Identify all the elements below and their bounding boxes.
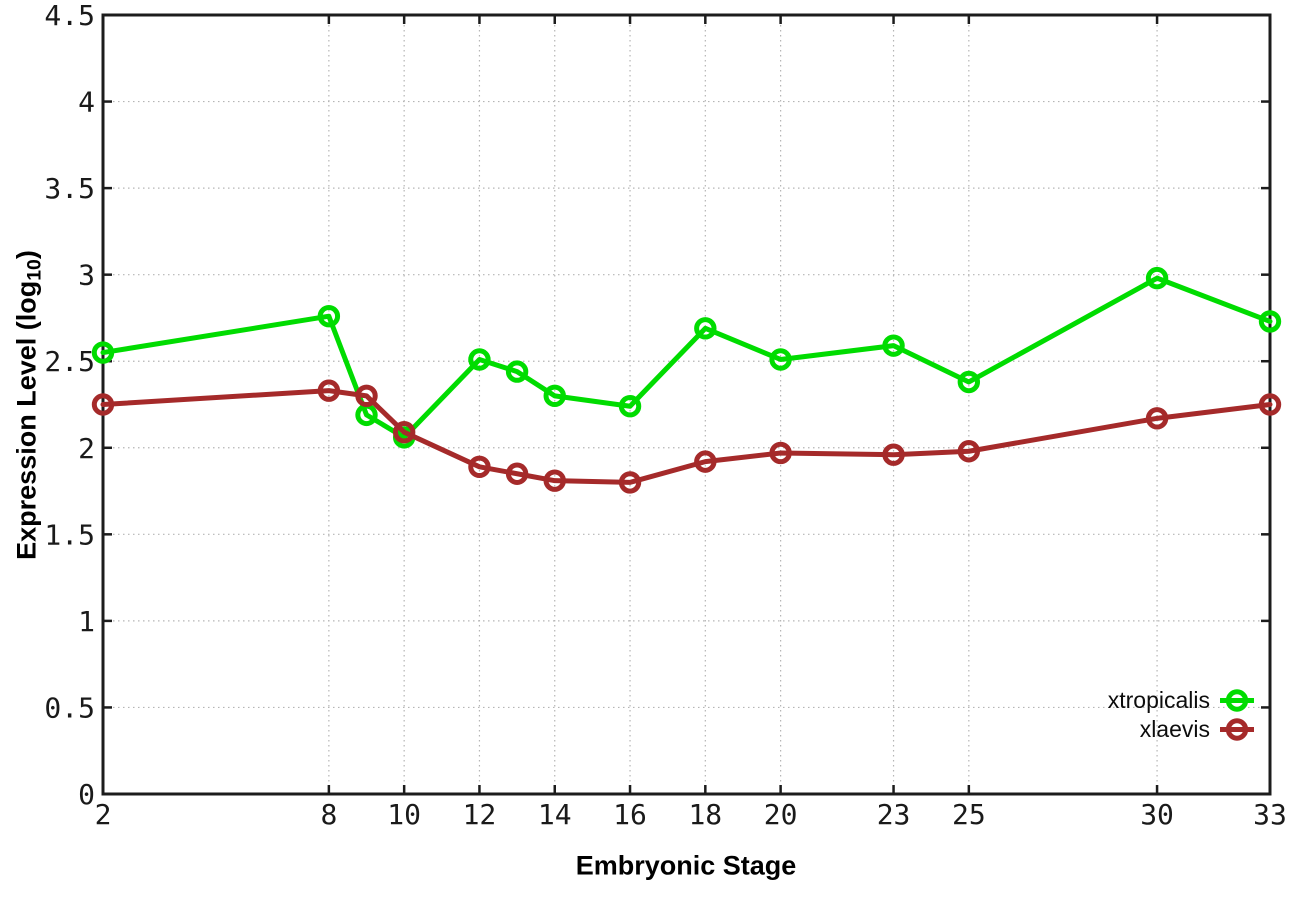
y-tick-label: 3.5 xyxy=(44,172,95,205)
x-tick-label: 33 xyxy=(1253,798,1287,831)
x-tick-label: 23 xyxy=(877,798,911,831)
data-point-xlaevis xyxy=(468,455,491,479)
y-tick-label: 0.5 xyxy=(44,691,95,724)
data-point-xtropicalis xyxy=(769,348,792,371)
data-point-xtropicalis xyxy=(505,360,529,383)
data-point-xlaevis xyxy=(1258,393,1282,416)
x-tick-label: 8 xyxy=(320,798,337,831)
data-point-xlaevis xyxy=(882,443,905,466)
series-line-xtropicalis xyxy=(100,275,1273,440)
data-point-xtropicalis xyxy=(468,348,491,371)
y-tick-label: 2.5 xyxy=(44,345,95,378)
y-tick-label: 1 xyxy=(78,605,95,638)
legend-key-xtropicalis xyxy=(1220,689,1254,712)
y-axis-title-subscript: 10 xyxy=(23,259,46,281)
data-point-xtropicalis xyxy=(1258,310,1282,333)
data-point-xtropicalis xyxy=(543,384,566,408)
data-point-xtropicalis xyxy=(1145,266,1169,290)
data-point-xlaevis xyxy=(355,384,378,408)
y-axis-title-close: ) xyxy=(11,250,42,260)
x-tick-label: 30 xyxy=(1140,798,1174,831)
data-point-xtropicalis xyxy=(91,341,115,364)
data-point-xlaevis xyxy=(543,469,566,492)
y-tick-label: 1.5 xyxy=(44,518,95,551)
data-point-xtropicalis xyxy=(694,317,717,340)
y-axis-title-text: Expression Level (log xyxy=(11,280,42,560)
x-tick-label: 10 xyxy=(387,798,421,831)
x-tick-label: 2 xyxy=(95,798,112,831)
legend-item-xlaevis: xlaevis xyxy=(1140,715,1255,744)
x-tick-label: 20 xyxy=(764,798,798,831)
x-tick-label: 25 xyxy=(952,798,986,831)
x-axis-title: Embryonic Stage xyxy=(575,850,797,881)
legend: xtropicalis xlaevis xyxy=(1108,686,1255,744)
legend-marker-icon xyxy=(1225,689,1249,712)
data-point-xtropicalis xyxy=(618,395,642,418)
data-point-xlaevis xyxy=(1145,407,1169,430)
data-point-xlaevis xyxy=(769,441,792,465)
data-point-xlaevis xyxy=(91,393,115,416)
data-point-xtropicalis xyxy=(317,305,341,328)
data-point-xlaevis xyxy=(505,462,529,485)
x-tick-label: 14 xyxy=(538,798,572,831)
series-line-xlaevis xyxy=(100,388,1273,485)
data-point-xlaevis xyxy=(957,440,981,463)
legend-marker-icon xyxy=(1225,718,1249,741)
data-point-xtropicalis xyxy=(882,334,905,357)
plot-border xyxy=(101,13,1272,796)
y-tick-label: 0 xyxy=(78,778,95,811)
y-tick-label: 2 xyxy=(78,432,95,465)
y-tick-label: 3 xyxy=(78,259,95,292)
legend-label-xlaevis: xlaevis xyxy=(1139,716,1210,742)
data-point-xlaevis xyxy=(694,450,717,473)
y-tick-label: 4.5 xyxy=(44,0,95,32)
y-axis-title: Expression Level (log10) xyxy=(11,250,46,560)
data-point-xlaevis xyxy=(317,379,341,402)
data-point-xlaevis xyxy=(392,420,416,444)
x-tick-label: 12 xyxy=(463,798,497,831)
y-tick-label: 4 xyxy=(78,86,95,119)
legend-label-xtropicalis: xtropicalis xyxy=(1107,687,1210,713)
legend-item-xtropicalis: xtropicalis xyxy=(1108,686,1255,715)
x-tick-label: 18 xyxy=(688,798,722,831)
data-point-xtropicalis xyxy=(957,370,981,394)
legend-key-xlaevis xyxy=(1220,718,1254,741)
x-tick-label: 16 xyxy=(613,798,647,831)
data-point-xlaevis xyxy=(618,471,642,494)
